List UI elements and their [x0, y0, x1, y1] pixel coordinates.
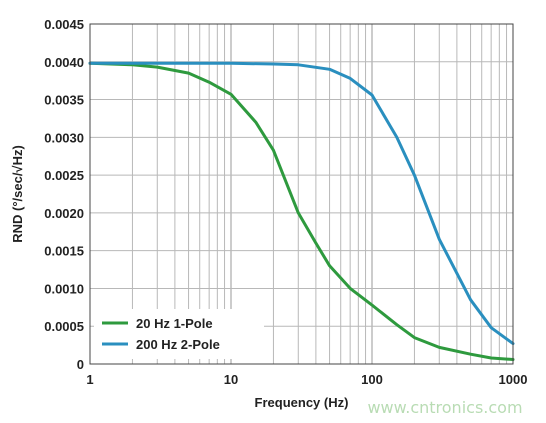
y-tick-label: 0: [77, 357, 84, 372]
y-tick-label: 0.0025: [44, 168, 84, 183]
series-layer: [88, 61, 515, 361]
legend: 20 Hz 1-Pole 200 Hz 2-Pole: [94, 309, 264, 359]
y-tick-label: 0.0030: [44, 130, 84, 145]
x-axis-title: Frequency (Hz): [255, 395, 349, 410]
tick-labels: 1 10 100 1000 0 0.0005 0.0010 0.0015 0.0020 0.002…: [44, 17, 527, 387]
y-tick-label: 0.0010: [44, 281, 84, 296]
grid: [90, 24, 513, 364]
y-axis-title: RND (°/sec/√Hz): [10, 145, 25, 243]
plot-frame: [89, 23, 514, 365]
watermark: www.cntronics.com: [367, 398, 522, 417]
x-tick-label: 1: [86, 372, 93, 387]
y-tick-label: 0.0035: [44, 93, 84, 108]
y-tick-label: 0.0020: [44, 206, 84, 221]
series-line-1: [88, 61, 515, 361]
legend-label: 200 Hz 2-Pole: [136, 337, 220, 352]
x-tick-label: 1000: [499, 372, 528, 387]
legend-label: 20 Hz 1-Pole: [136, 316, 213, 331]
y-tick-label: 0.0045: [44, 17, 84, 32]
series-line-2: [88, 61, 515, 346]
y-tick-label: 0.0015: [44, 244, 84, 259]
y-tick-label: 0.0040: [44, 55, 84, 70]
x-tick-label: 10: [224, 372, 238, 387]
legend-box: [94, 309, 264, 359]
y-tick-label: 0.0005: [44, 319, 84, 334]
x-tick-label: 100: [361, 372, 383, 387]
